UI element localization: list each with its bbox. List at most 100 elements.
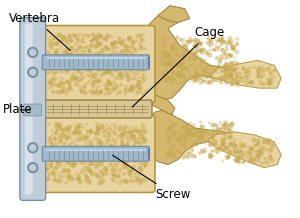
Circle shape (181, 66, 184, 70)
Circle shape (63, 83, 65, 84)
FancyBboxPatch shape (24, 104, 42, 116)
Polygon shape (208, 132, 281, 168)
Circle shape (55, 179, 57, 180)
Circle shape (51, 167, 52, 168)
Circle shape (194, 77, 196, 80)
Circle shape (253, 139, 256, 141)
Circle shape (46, 169, 48, 170)
Circle shape (142, 48, 144, 50)
Circle shape (132, 46, 134, 47)
Circle shape (124, 146, 128, 150)
Circle shape (108, 91, 111, 95)
Circle shape (238, 151, 239, 153)
Circle shape (119, 167, 122, 170)
Circle shape (233, 49, 235, 51)
Circle shape (256, 69, 260, 73)
Circle shape (75, 138, 79, 141)
Circle shape (221, 68, 224, 72)
Circle shape (90, 144, 94, 148)
Circle shape (143, 76, 147, 80)
Circle shape (97, 41, 101, 45)
Circle shape (140, 169, 143, 171)
Circle shape (220, 40, 224, 44)
Circle shape (65, 41, 67, 44)
Circle shape (101, 69, 103, 70)
Circle shape (210, 40, 211, 41)
Circle shape (82, 156, 83, 157)
Circle shape (124, 125, 128, 129)
Circle shape (94, 44, 98, 47)
Circle shape (209, 49, 211, 51)
Circle shape (94, 64, 97, 67)
Circle shape (200, 62, 202, 63)
Circle shape (227, 82, 230, 84)
Circle shape (203, 60, 204, 61)
Circle shape (173, 134, 174, 136)
Circle shape (98, 60, 101, 62)
Circle shape (51, 55, 55, 58)
Circle shape (258, 149, 261, 152)
Circle shape (199, 76, 200, 77)
Circle shape (129, 169, 132, 172)
Circle shape (184, 143, 187, 145)
Circle shape (97, 80, 100, 83)
Circle shape (67, 179, 70, 181)
Circle shape (54, 151, 56, 153)
Circle shape (125, 71, 127, 73)
Circle shape (70, 179, 73, 181)
Circle shape (99, 90, 103, 94)
Circle shape (30, 69, 36, 75)
Circle shape (112, 83, 115, 87)
Circle shape (134, 177, 136, 178)
Circle shape (94, 75, 97, 78)
Circle shape (184, 44, 187, 47)
Circle shape (182, 38, 185, 41)
Circle shape (65, 40, 66, 41)
Circle shape (162, 50, 165, 53)
Circle shape (223, 143, 225, 145)
Circle shape (184, 147, 187, 150)
Circle shape (180, 143, 183, 147)
Circle shape (138, 154, 141, 157)
Circle shape (212, 37, 215, 40)
Circle shape (113, 60, 116, 62)
Circle shape (96, 89, 98, 91)
Circle shape (79, 124, 82, 127)
Circle shape (121, 143, 124, 147)
Circle shape (56, 40, 60, 44)
Circle shape (268, 138, 271, 141)
Circle shape (67, 129, 71, 133)
Circle shape (162, 43, 164, 45)
Circle shape (125, 53, 127, 55)
Circle shape (227, 53, 231, 56)
Circle shape (138, 142, 141, 145)
Circle shape (172, 71, 174, 72)
Circle shape (166, 126, 169, 129)
Circle shape (71, 174, 73, 177)
Circle shape (182, 134, 184, 136)
Circle shape (139, 90, 142, 93)
Circle shape (89, 131, 92, 134)
Circle shape (186, 40, 188, 43)
Circle shape (176, 72, 177, 74)
Circle shape (101, 43, 103, 44)
Circle shape (99, 55, 102, 58)
Circle shape (60, 160, 63, 163)
Circle shape (63, 69, 64, 70)
Circle shape (186, 124, 187, 125)
Circle shape (248, 71, 251, 74)
Circle shape (226, 70, 228, 72)
Circle shape (170, 149, 172, 151)
Circle shape (263, 83, 264, 85)
Circle shape (56, 147, 58, 150)
Circle shape (183, 147, 185, 149)
Circle shape (224, 78, 226, 81)
Circle shape (172, 65, 175, 68)
Circle shape (129, 171, 132, 174)
Circle shape (194, 50, 197, 53)
Circle shape (193, 45, 195, 47)
Circle shape (199, 82, 201, 84)
Circle shape (58, 163, 61, 166)
Circle shape (229, 69, 233, 73)
Circle shape (130, 88, 134, 91)
